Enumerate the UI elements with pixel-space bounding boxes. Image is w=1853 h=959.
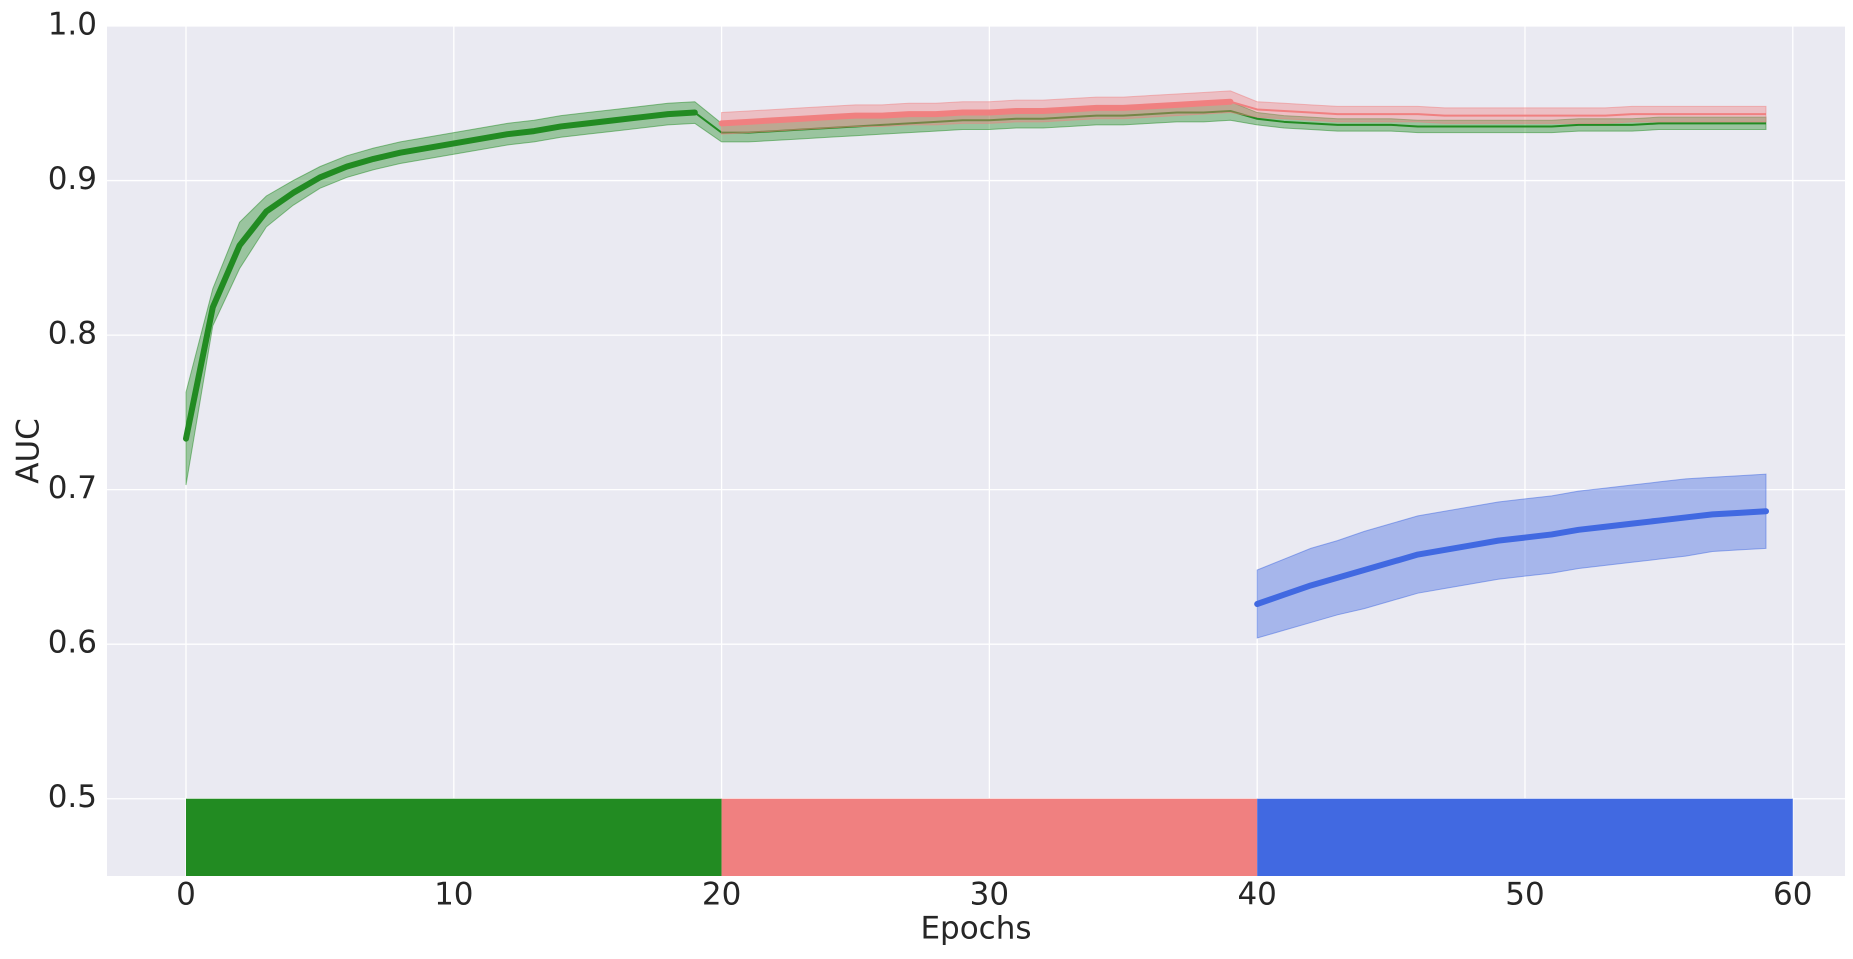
phase-bar [1257,798,1793,876]
y-tick-label: 0.5 [48,779,97,815]
confidence-band [1256,473,1767,639]
x-tick-label: 40 [1237,877,1276,913]
line-highlight [1254,508,1769,607]
x-tick-label: 0 [176,877,196,913]
line-highlight [183,109,698,442]
line-highlight [718,98,1234,127]
y-tick-label: 0.8 [48,316,97,352]
y-tick-label: 0.7 [48,470,97,506]
x-tick-label: 60 [1773,877,1812,913]
x-tick-label: 50 [1505,877,1544,913]
x-tick-label: 30 [970,877,1009,913]
x-axis-label: Epochs [920,911,1031,947]
y-tick-label: 1.0 [48,7,97,43]
y-tick-label: 0.9 [48,161,97,197]
x-tick-label: 20 [702,877,741,913]
confidence-band [721,90,1767,135]
y-tick-label: 0.6 [48,625,97,661]
phase-bar [721,798,1258,876]
y-axis-label: AUC [11,418,47,484]
plot-area [107,26,1845,876]
phase-bar [186,798,722,876]
x-tick-label: 10 [434,877,473,913]
